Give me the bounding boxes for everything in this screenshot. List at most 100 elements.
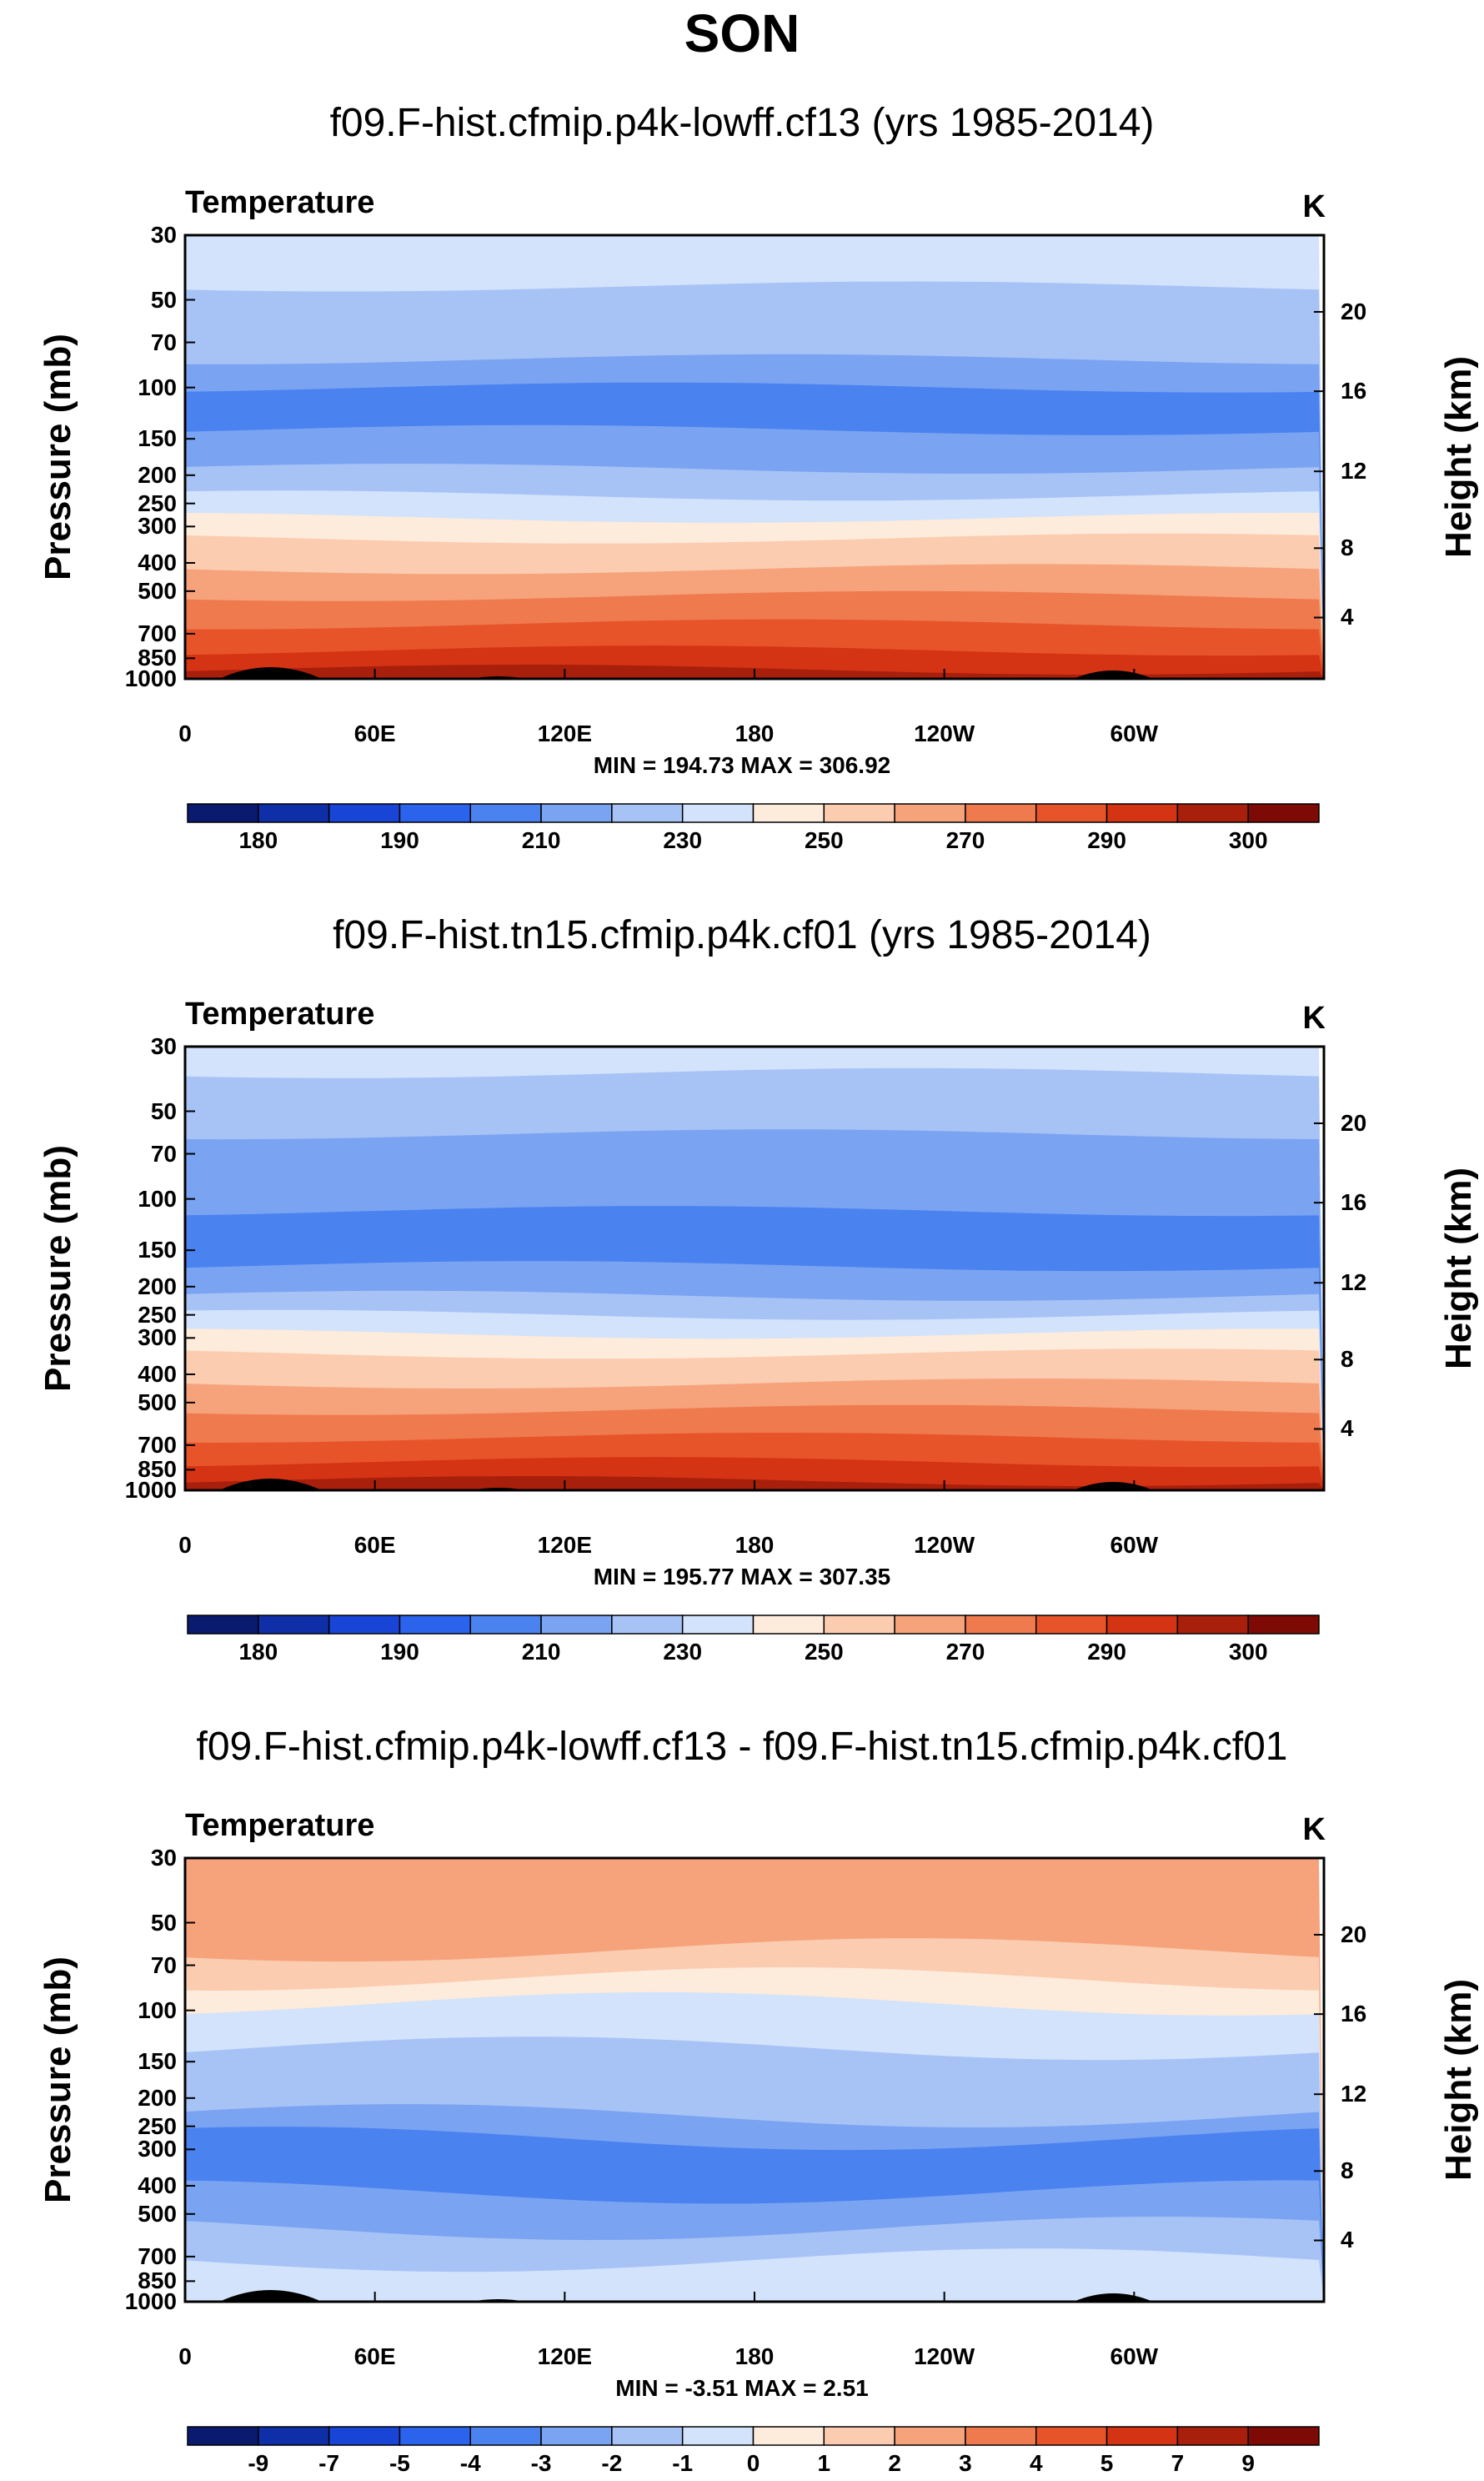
colorbar-swatch bbox=[752, 1615, 825, 1635]
colorbar-swatch bbox=[965, 803, 1037, 823]
colorbar-swatch bbox=[1176, 1615, 1249, 1635]
units-label: K bbox=[1302, 1812, 1326, 1847]
colorbar-label: -9 bbox=[248, 2450, 269, 2476]
x-tick-label: 120E bbox=[537, 1532, 593, 1558]
colorbar-label: 0 bbox=[746, 2450, 760, 2476]
colorbar-swatch bbox=[1176, 2426, 1249, 2446]
y-tick-label: 70 bbox=[150, 1951, 177, 1978]
colorbar-swatch bbox=[894, 2426, 966, 2446]
colorbar-swatch bbox=[399, 1615, 471, 1635]
variable-label: Temperature bbox=[185, 185, 375, 220]
y-right-axis-title: Height (km) bbox=[1438, 1168, 1479, 1369]
y-tick-label: 150 bbox=[138, 425, 177, 452]
x-tick-label: 60E bbox=[353, 1532, 396, 1558]
colorbar-swatch bbox=[187, 2426, 259, 2446]
topography bbox=[218, 1479, 322, 1490]
colorbar-swatch bbox=[965, 2426, 1037, 2446]
y-tick-label: 30 bbox=[150, 1845, 177, 1871]
y-tick-label: 850 bbox=[138, 645, 177, 671]
colorbar-swatch bbox=[894, 803, 966, 823]
colorbar-swatch bbox=[540, 1615, 613, 1635]
x-tick-label: 0 bbox=[178, 1532, 192, 1558]
y-right-tick-label: 16 bbox=[1341, 378, 1367, 404]
y-tick-label: 70 bbox=[150, 329, 177, 355]
x-tick-label: 60W bbox=[1110, 1532, 1159, 1558]
topography bbox=[1073, 670, 1154, 679]
y-tick-label: 400 bbox=[138, 1360, 177, 1387]
colorbar-swatch bbox=[469, 2426, 542, 2446]
main-title: SON bbox=[684, 3, 800, 63]
x-tick-label: 180 bbox=[734, 721, 775, 746]
colorbar-swatch bbox=[469, 1615, 542, 1635]
topography bbox=[218, 2290, 322, 2302]
colorbar-swatch bbox=[681, 2426, 755, 2446]
colorbar-swatch bbox=[328, 2426, 401, 2446]
x-tick-label: 60E bbox=[353, 2343, 396, 2369]
y-tick-label: 700 bbox=[138, 620, 177, 646]
y-right-tick-label: 4 bbox=[1341, 2227, 1354, 2253]
colorbar-swatch bbox=[258, 1615, 330, 1635]
colorbar-swatch bbox=[540, 2426, 613, 2446]
colorbar-swatch bbox=[399, 803, 471, 823]
x-tick-label: 180 bbox=[734, 2343, 775, 2369]
colorbar-label: 4 bbox=[1029, 2450, 1043, 2476]
colorbar-label: 250 bbox=[804, 1639, 844, 1665]
y-tick-label: 250 bbox=[138, 2112, 177, 2139]
colorbar bbox=[187, 1615, 1320, 1635]
min-max-label: MIN = -3.51 MAX = 2.51 bbox=[615, 2375, 869, 2401]
colorbar-swatch bbox=[752, 803, 825, 823]
y-right-axis-title: Height (km) bbox=[1438, 356, 1479, 558]
y-tick-label: 850 bbox=[138, 2268, 177, 2294]
y-right-tick-label: 12 bbox=[1341, 458, 1367, 485]
y-right-tick-label: 8 bbox=[1341, 2157, 1354, 2184]
colorbar-label: 3 bbox=[959, 2450, 972, 2476]
contour-layer bbox=[185, 2248, 1324, 2302]
y-tick-label: 700 bbox=[138, 2242, 177, 2269]
colorbar-label: 230 bbox=[663, 827, 703, 853]
colorbar-swatch bbox=[752, 2426, 825, 2446]
y-tick-label: 200 bbox=[138, 461, 177, 488]
colorbar-swatch bbox=[823, 803, 895, 823]
colorbar-label: -1 bbox=[672, 2450, 694, 2476]
panel-title: f09.F-hist.tn15.cfmip.p4k.cf01 (yrs 1985… bbox=[333, 913, 1151, 957]
colorbar-label: -7 bbox=[318, 2450, 340, 2476]
colorbar-swatch bbox=[540, 803, 613, 823]
y-tick-label: 50 bbox=[150, 1097, 177, 1124]
x-tick-label: 180 bbox=[734, 1532, 775, 1558]
colorbar-swatch bbox=[965, 1615, 1037, 1635]
y-tick-label: 100 bbox=[138, 1996, 177, 2023]
colorbar-label: 290 bbox=[1087, 827, 1126, 853]
colorbar-label: 9 bbox=[1241, 2450, 1255, 2476]
units-label: K bbox=[1302, 189, 1326, 224]
colorbar-label: 7 bbox=[1171, 2450, 1185, 2476]
y-tick-label: 300 bbox=[138, 2136, 177, 2162]
y-right-tick-label: 8 bbox=[1341, 535, 1354, 561]
min-max-label: MIN = 194.73 MAX = 306.92 bbox=[593, 752, 891, 778]
colorbar-swatch bbox=[611, 2426, 684, 2446]
y-tick-label: 200 bbox=[138, 1273, 177, 1299]
x-tick-label: 0 bbox=[178, 2343, 192, 2369]
y-right-tick-label: 4 bbox=[1341, 1415, 1354, 1442]
units-label: K bbox=[1302, 1001, 1326, 1036]
y-right-tick-label: 8 bbox=[1341, 1346, 1354, 1373]
y-tick-label: 500 bbox=[138, 577, 177, 604]
x-tick-label: 60W bbox=[1110, 721, 1159, 746]
colorbar-label: 5 bbox=[1100, 2450, 1114, 2476]
y-right-tick-label: 12 bbox=[1341, 2081, 1367, 2107]
y-tick-label: 150 bbox=[138, 2048, 177, 2075]
x-tick-label: 120W bbox=[914, 721, 975, 746]
y-tick-label: 400 bbox=[138, 2172, 177, 2198]
heatmap-plot bbox=[183, 234, 1326, 681]
y-right-tick-label: 12 bbox=[1341, 1269, 1367, 1296]
colorbar-label: -4 bbox=[459, 2450, 481, 2476]
x-tick-label: 120W bbox=[914, 1532, 975, 1558]
y-tick-label: 30 bbox=[150, 1033, 177, 1059]
y-right-tick-label: 4 bbox=[1341, 604, 1354, 630]
variable-label: Temperature bbox=[185, 1808, 375, 1843]
colorbar-swatch bbox=[187, 803, 259, 823]
panel-title: f09.F-hist.cfmip.p4k-lowff.cf13 (yrs 198… bbox=[329, 101, 1155, 145]
min-max-label: MIN = 195.77 MAX = 307.35 bbox=[593, 1564, 891, 1590]
colorbar-swatch bbox=[399, 2426, 471, 2446]
y-tick-label: 70 bbox=[150, 1140, 177, 1167]
y-tick-label: 50 bbox=[150, 286, 177, 313]
